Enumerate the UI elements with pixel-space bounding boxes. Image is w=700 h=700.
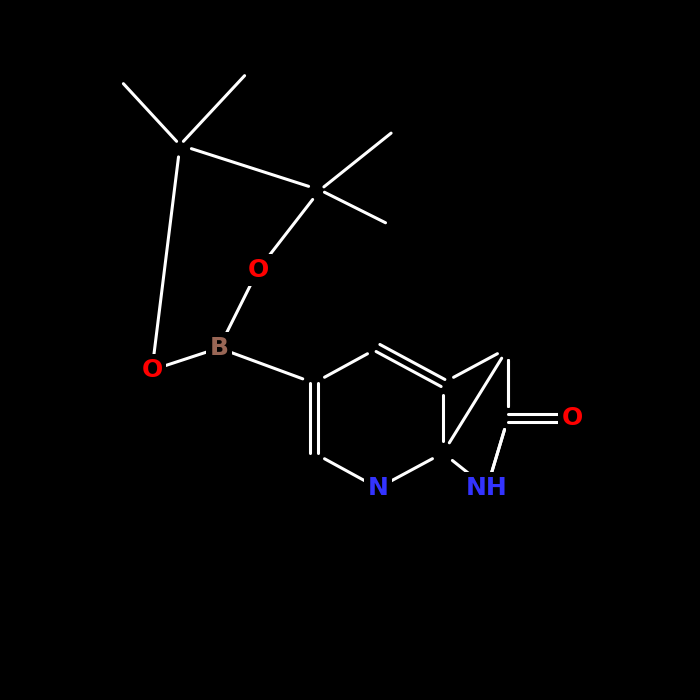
Text: O: O <box>561 406 582 430</box>
Text: NH: NH <box>466 476 508 500</box>
Text: N: N <box>368 476 388 500</box>
Text: B: B <box>209 336 228 360</box>
Text: O: O <box>141 358 162 382</box>
Text: O: O <box>247 258 269 282</box>
